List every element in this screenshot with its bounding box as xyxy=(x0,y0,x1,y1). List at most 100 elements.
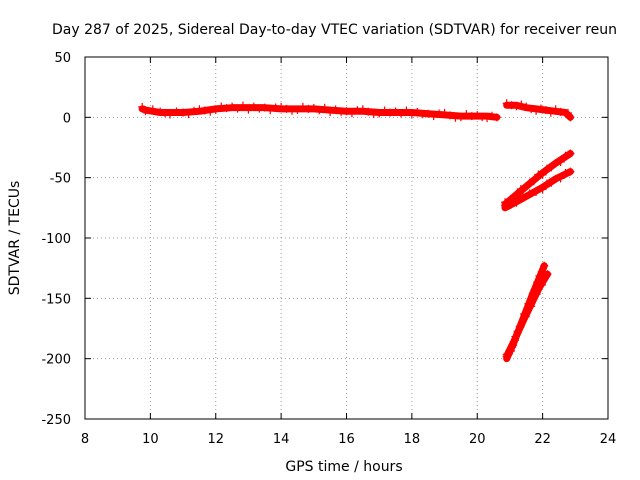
data-point xyxy=(211,105,220,114)
data-point xyxy=(566,149,575,158)
y-tick-label: -100 xyxy=(41,232,71,247)
series-line-track-b-right xyxy=(503,270,552,360)
data-point xyxy=(538,170,547,179)
data-point xyxy=(556,107,565,116)
data-point xyxy=(249,102,258,111)
data-point xyxy=(501,201,510,210)
y-tick-label: -50 xyxy=(50,172,71,187)
data-point xyxy=(547,178,556,187)
data-point xyxy=(184,110,193,119)
data-point xyxy=(293,105,302,114)
data-point xyxy=(315,106,324,115)
data-point xyxy=(513,327,522,336)
data-point xyxy=(537,267,546,276)
data-point xyxy=(527,302,536,311)
data-point xyxy=(561,151,570,160)
x-tick-label: 10 xyxy=(142,432,159,447)
data-point xyxy=(228,102,237,111)
data-point xyxy=(508,342,517,351)
data-point xyxy=(396,109,405,118)
data-point xyxy=(529,177,538,186)
data-point xyxy=(566,113,575,122)
data-point xyxy=(538,185,547,194)
data-point xyxy=(380,106,389,115)
data-point xyxy=(260,103,269,112)
data-point xyxy=(525,189,534,198)
data-point xyxy=(156,107,165,116)
data-point xyxy=(217,102,226,111)
data-point xyxy=(532,290,541,299)
data-point xyxy=(386,108,395,117)
data-point xyxy=(298,102,307,111)
y-tick-label: -150 xyxy=(41,292,71,307)
x-tick-label: 8 xyxy=(81,432,89,447)
data-point xyxy=(556,157,565,166)
data-point xyxy=(542,164,551,173)
data-point xyxy=(541,106,550,115)
data-point xyxy=(244,105,253,114)
data-point xyxy=(391,107,400,116)
data-point xyxy=(540,261,549,270)
data-point xyxy=(172,107,181,116)
data-point xyxy=(483,114,492,123)
data-point xyxy=(342,107,351,116)
y-tick-label: -250 xyxy=(41,413,71,428)
data-point xyxy=(542,179,551,188)
data-point xyxy=(179,108,188,117)
data-point xyxy=(255,104,264,113)
data-point xyxy=(556,174,565,183)
data-point xyxy=(195,105,204,114)
data-point xyxy=(161,109,170,118)
data-point xyxy=(309,103,318,112)
data-point xyxy=(535,271,544,280)
data-point xyxy=(538,281,547,290)
data-point xyxy=(200,106,209,115)
data-point xyxy=(413,107,422,116)
data-point xyxy=(375,109,384,118)
x-tick-label: 18 xyxy=(404,432,421,447)
x-axis-label: GPS time / hours xyxy=(285,459,402,475)
x-tick-label: 20 xyxy=(469,432,486,447)
x-tick-label: 24 xyxy=(600,432,617,447)
data-point xyxy=(402,106,411,115)
y-tick-label: 0 xyxy=(63,111,71,126)
data-point xyxy=(502,99,511,108)
data-point xyxy=(546,108,555,117)
data-point xyxy=(364,107,373,116)
data-point xyxy=(165,110,174,119)
x-tick-label: 12 xyxy=(207,432,224,447)
data-point xyxy=(139,105,148,114)
data-point xyxy=(358,105,367,114)
data-point xyxy=(512,198,521,207)
data-point xyxy=(507,101,516,110)
data-point xyxy=(304,104,313,113)
data-point xyxy=(222,104,231,113)
data-point xyxy=(429,112,438,121)
data-point xyxy=(551,159,560,168)
data-point xyxy=(233,104,242,113)
data-points xyxy=(138,99,575,363)
data-point xyxy=(566,167,575,176)
y-tick-label: -200 xyxy=(41,353,71,368)
chart-title: Day 287 of 2025, Sidereal Day-to-day VTE… xyxy=(52,22,617,38)
data-point xyxy=(446,111,455,120)
data-point xyxy=(473,111,482,120)
axis-ticks: 8 10 12 14 16 18 20 22 24 50 0 -50 -100 -150 -200 -250 xyxy=(41,51,616,447)
data-point xyxy=(510,336,519,345)
data-point xyxy=(521,312,530,321)
data-point xyxy=(353,106,362,115)
data-point xyxy=(512,102,521,111)
data-point xyxy=(206,107,215,116)
data-point xyxy=(532,187,541,196)
data-point xyxy=(532,106,541,115)
data-point xyxy=(492,113,501,122)
data-point xyxy=(487,111,496,120)
data-point xyxy=(282,104,291,113)
data-point xyxy=(288,106,297,115)
data-point xyxy=(561,169,570,178)
grid xyxy=(85,57,608,419)
data-point xyxy=(320,103,329,112)
x-tick-label: 22 xyxy=(534,432,551,447)
data-point xyxy=(516,323,525,332)
